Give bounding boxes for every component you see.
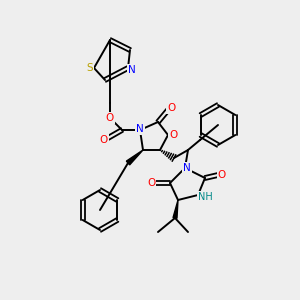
Polygon shape xyxy=(173,200,178,218)
Text: O: O xyxy=(106,113,114,123)
Text: O: O xyxy=(147,178,155,188)
Polygon shape xyxy=(126,150,143,165)
Text: O: O xyxy=(169,130,177,140)
Text: N: N xyxy=(128,65,136,75)
Text: O: O xyxy=(218,170,226,180)
Text: NH: NH xyxy=(198,192,212,202)
Text: N: N xyxy=(183,163,191,173)
Text: O: O xyxy=(167,103,175,113)
Text: O: O xyxy=(100,135,108,145)
Text: S: S xyxy=(87,63,93,73)
Text: N: N xyxy=(136,124,144,134)
